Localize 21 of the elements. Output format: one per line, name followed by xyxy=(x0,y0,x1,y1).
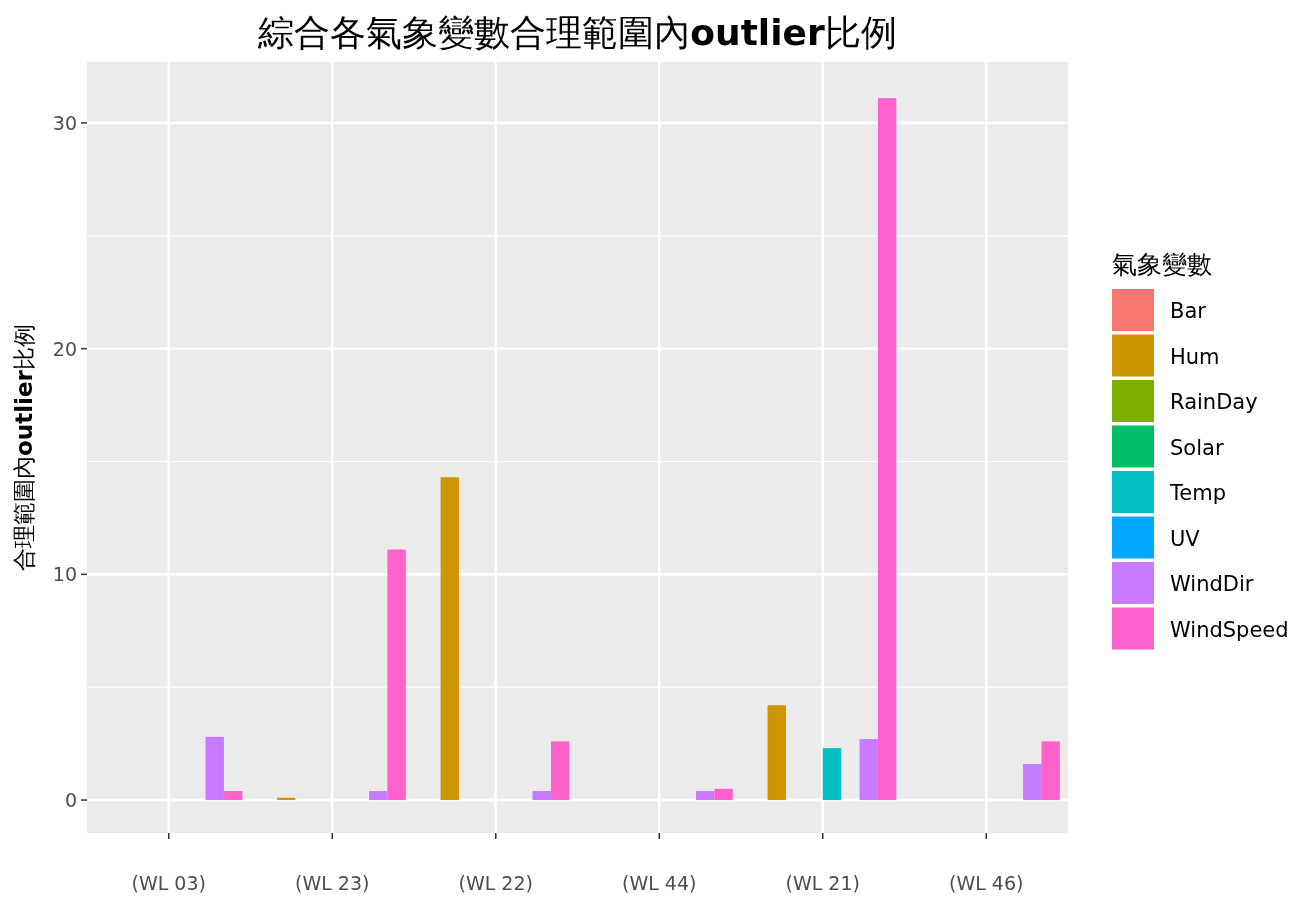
y-tick-label: 20 xyxy=(52,337,77,360)
chart-title: 綜合各氣象變數合理範圍內outlier比例 xyxy=(257,12,897,53)
legend-label: Bar xyxy=(1170,299,1207,323)
x-tick-label: (WL 46) xyxy=(949,872,1024,894)
legend-label: RainDay xyxy=(1170,390,1258,414)
legend-title: 氣象變數 xyxy=(1112,250,1212,279)
legend-label: Solar xyxy=(1170,435,1224,460)
y-tick-label: 30 xyxy=(52,111,77,134)
y-axis-title: 合理範圍內outlier比例 xyxy=(11,324,37,571)
y-tick-label: 10 xyxy=(52,563,77,586)
x-tick-label: (WL 03) xyxy=(131,872,206,894)
legend-label: UV xyxy=(1170,526,1201,551)
legend-label: WindSpeed xyxy=(1170,617,1289,642)
x-tick-label: (WL 22) xyxy=(458,872,533,894)
y-tick-label: 0 xyxy=(64,789,77,812)
x-tick-label: (WL 21) xyxy=(785,872,860,894)
legend-label: WindDir xyxy=(1170,572,1254,596)
x-tick-label: (WL 23) xyxy=(295,872,370,894)
x-tick-label: (WL 44) xyxy=(622,872,697,894)
legend-label: Hum xyxy=(1170,344,1220,369)
legend-label: Temp xyxy=(1169,481,1226,505)
